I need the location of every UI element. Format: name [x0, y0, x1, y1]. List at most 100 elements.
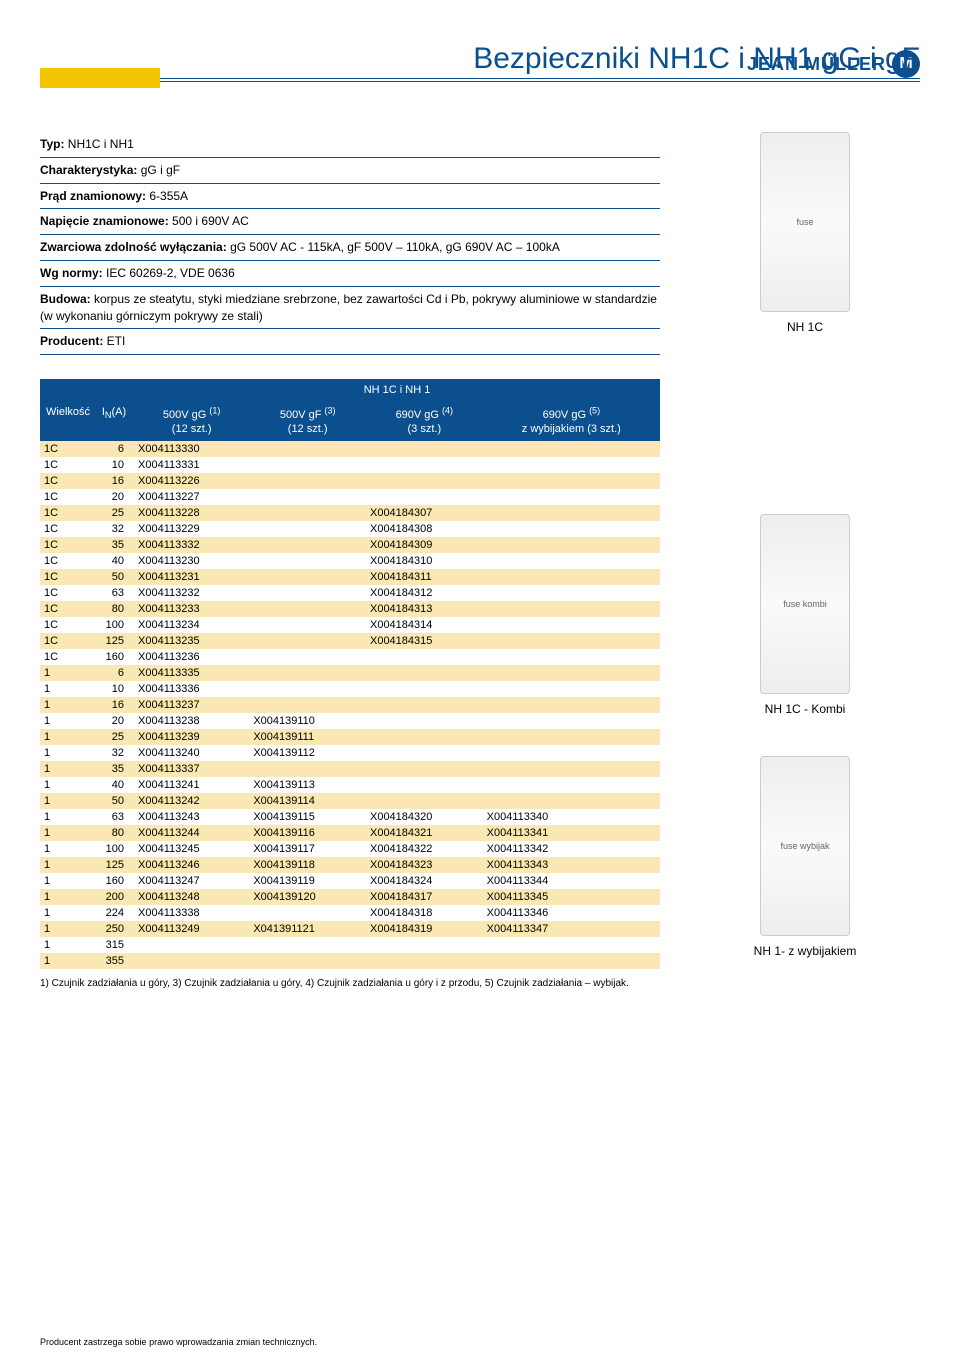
- table-cell: [483, 793, 660, 809]
- table-cell: [366, 457, 483, 473]
- table-cell: 6: [94, 441, 134, 457]
- table-cell: [366, 745, 483, 761]
- table-cell: X004113330: [134, 441, 249, 457]
- table-cell: 16: [94, 473, 134, 489]
- table-row: 132X004113240X004139112: [40, 745, 660, 761]
- spec-value: 6-355A: [146, 189, 188, 203]
- table-cell: [249, 505, 366, 521]
- table-cell: 40: [94, 777, 134, 793]
- table-cell: [366, 729, 483, 745]
- table-cell: 25: [94, 505, 134, 521]
- table-cell: X004113227: [134, 489, 249, 505]
- table-cell: 20: [94, 489, 134, 505]
- table-cell: 1: [40, 857, 94, 873]
- table-cell: 1C: [40, 457, 94, 473]
- table-cell: [483, 553, 660, 569]
- table-cell: 1: [40, 777, 94, 793]
- table-cell: X004113229: [134, 521, 249, 537]
- table-cell: 63: [94, 585, 134, 601]
- table-cell: [249, 761, 366, 777]
- table-cell: [249, 601, 366, 617]
- table-cell: 1C: [40, 537, 94, 553]
- spec-list: Typ: NH1C i NH1Charakterystyka: gG i gF P…: [40, 132, 660, 355]
- table-cell: X004139112: [249, 745, 366, 761]
- table-cell: X004113244: [134, 825, 249, 841]
- table-cell: X004113234: [134, 617, 249, 633]
- table-cell: X004139113: [249, 777, 366, 793]
- table-cell: 200: [94, 889, 134, 905]
- table-row: 1C25X004113228X004184307: [40, 505, 660, 521]
- table-cell: 1C: [40, 569, 94, 585]
- table-cell: 1C: [40, 553, 94, 569]
- table-cell: X004139119: [249, 873, 366, 889]
- table-cell: [483, 521, 660, 537]
- table-cell: [483, 649, 660, 665]
- table-cell: X004113228: [134, 505, 249, 521]
- table-cell: [366, 697, 483, 713]
- table-cell: [483, 473, 660, 489]
- spec-row: Charakterystyka: gG i gF: [40, 158, 660, 184]
- table-cell: 1: [40, 953, 94, 969]
- table-banner: NH 1C i NH 1: [364, 384, 431, 396]
- table-cell: 80: [94, 601, 134, 617]
- table-cell: [366, 473, 483, 489]
- table-cell: 1C: [40, 633, 94, 649]
- table-cell: 32: [94, 745, 134, 761]
- spec-row: Zwarciowa zdolność wyłączania: gG 500V A…: [40, 235, 660, 261]
- table-cell: X004113233: [134, 601, 249, 617]
- table-cell: 1: [40, 809, 94, 825]
- table-cell: 50: [94, 569, 134, 585]
- table-cell: 1C: [40, 617, 94, 633]
- table-row: 110X004113336: [40, 681, 660, 697]
- table-cell: X004139110: [249, 713, 366, 729]
- table-cell: 25: [94, 729, 134, 745]
- table-row: 1224X004113338X004184318X004113346: [40, 905, 660, 921]
- table-cell: X004113236: [134, 649, 249, 665]
- footer-note: Producent zastrzega sobie prawo wprowadz…: [40, 1337, 317, 1347]
- table-cell: [483, 665, 660, 681]
- table-cell: 224: [94, 905, 134, 921]
- caption-3: NH 1- z wybijakiem: [690, 944, 920, 958]
- table-cell: [366, 937, 483, 953]
- spec-label: Napięcie znamionowe:: [40, 214, 169, 228]
- table-cell: [366, 665, 483, 681]
- table-cell: [483, 729, 660, 745]
- spec-value: gG 500V AC - 115kA, gF 500V – 110kA, gG …: [227, 240, 560, 254]
- table-cell: X004139117: [249, 841, 366, 857]
- spec-value: korpus ze steatytu, styki miedziane sreb…: [40, 292, 657, 323]
- table-cell: 1: [40, 697, 94, 713]
- table-cell: 10: [94, 457, 134, 473]
- table-cell: [483, 713, 660, 729]
- table-cell: [366, 681, 483, 697]
- table-cell: 1: [40, 905, 94, 921]
- title-accent: [40, 68, 160, 88]
- table-cell: X004139114: [249, 793, 366, 809]
- table-row: 1C10X004113331: [40, 457, 660, 473]
- col-500gf: 500V gF (3)(12 szt.): [249, 401, 366, 440]
- table-cell: 125: [94, 857, 134, 873]
- product-image-1: fuse: [760, 132, 850, 312]
- table-cell: X004184315: [366, 633, 483, 649]
- table-cell: 1: [40, 825, 94, 841]
- table-cell: [483, 537, 660, 553]
- table-cell: 315: [94, 937, 134, 953]
- table-cell: [366, 489, 483, 505]
- table-cell: [483, 489, 660, 505]
- table-cell: 16: [94, 697, 134, 713]
- table-row: 1C100X004113234X004184314: [40, 617, 660, 633]
- table-cell: X004184310: [366, 553, 483, 569]
- table-cell: 125: [94, 633, 134, 649]
- table-cell: [483, 569, 660, 585]
- spec-row: Wg normy: IEC 60269-2, VDE 0636: [40, 261, 660, 287]
- table-cell: [483, 745, 660, 761]
- table-row: 1C35X004113332X004184309: [40, 537, 660, 553]
- table-cell: [483, 601, 660, 617]
- table-row: 1C125X004113235X004184315: [40, 633, 660, 649]
- spec-row: Typ: NH1C i NH1: [40, 132, 660, 158]
- table-cell: 32: [94, 521, 134, 537]
- table-cell: [483, 937, 660, 953]
- spec-label: Prąd znamionowy:: [40, 189, 146, 203]
- table-cell: [249, 489, 366, 505]
- table-cell: X004113240: [134, 745, 249, 761]
- table-row: 1160X004113247X004139119X004184324X00411…: [40, 873, 660, 889]
